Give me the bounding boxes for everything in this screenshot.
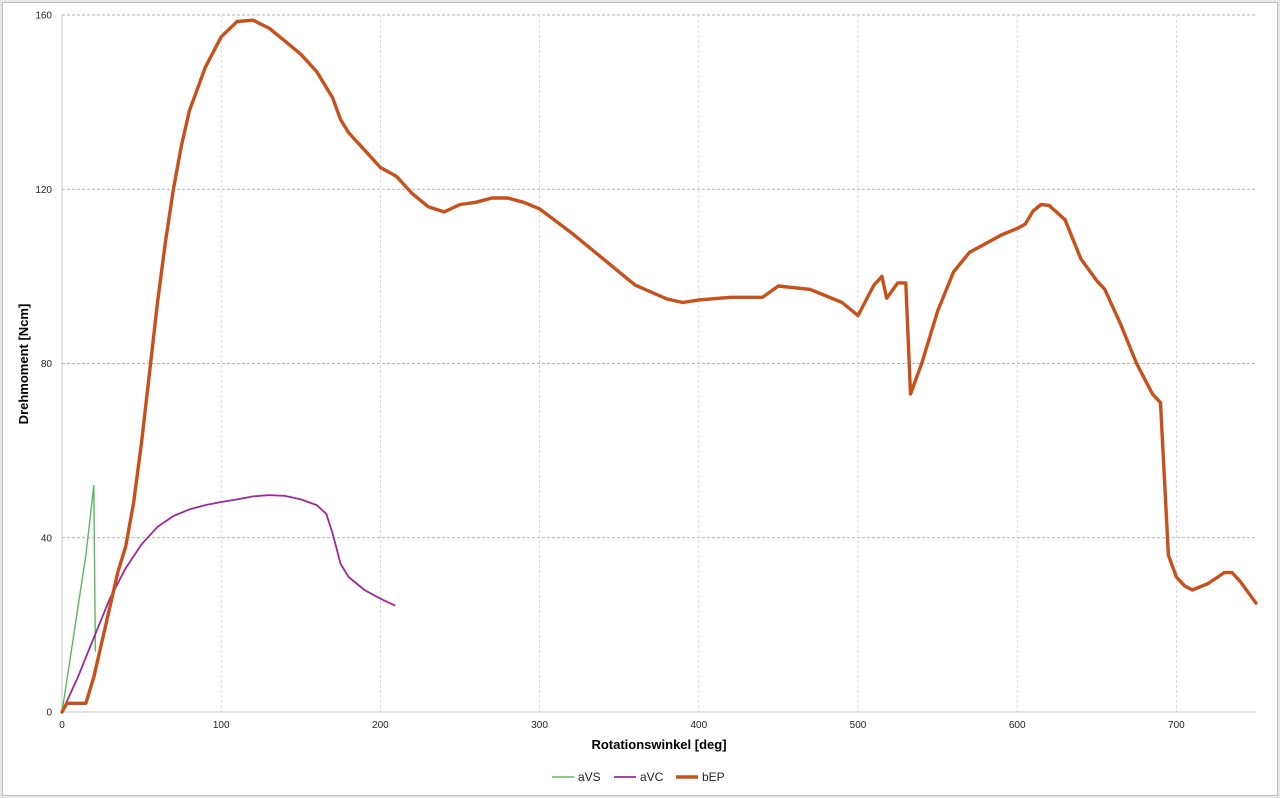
series-line-bep <box>60 18 1258 714</box>
grid-lines <box>62 14 1256 712</box>
y-tick-label: 120 <box>35 185 52 196</box>
y-tick-label: 160 <box>35 11 52 22</box>
x-tick-label: 600 <box>1009 720 1026 731</box>
x-axis-title: Rotationswinkel [deg] <box>591 737 726 752</box>
tick-labels: 0 40 80 120 160 0 100 200 300 400 500 600 700 <box>35 11 1185 732</box>
legend-label-bep: bEP <box>702 770 725 784</box>
x-tick-label: 400 <box>690 720 707 731</box>
x-tick-label: 500 <box>850 720 867 731</box>
y-tick-label: 80 <box>41 359 53 370</box>
series-line-avc <box>61 494 396 713</box>
x-tick-label: 300 <box>531 720 548 731</box>
x-tick-label: 100 <box>213 720 230 731</box>
legend: aVS aVC bEP <box>552 770 725 784</box>
axes <box>61 15 1256 713</box>
y-tick-label: 0 <box>46 708 52 719</box>
x-tick-label: 0 <box>59 720 65 731</box>
y-axis-title: Drehmoment [Ncm] <box>16 304 31 425</box>
series-line-avs <box>61 484 97 713</box>
x-tick-label: 200 <box>372 720 389 731</box>
x-tick-label: 700 <box>1168 720 1185 731</box>
legend-label-avs: aVS <box>578 770 601 784</box>
legend-label-avc: aVC <box>640 770 664 784</box>
y-tick-label: 40 <box>41 533 53 544</box>
series-lines <box>60 18 1258 714</box>
